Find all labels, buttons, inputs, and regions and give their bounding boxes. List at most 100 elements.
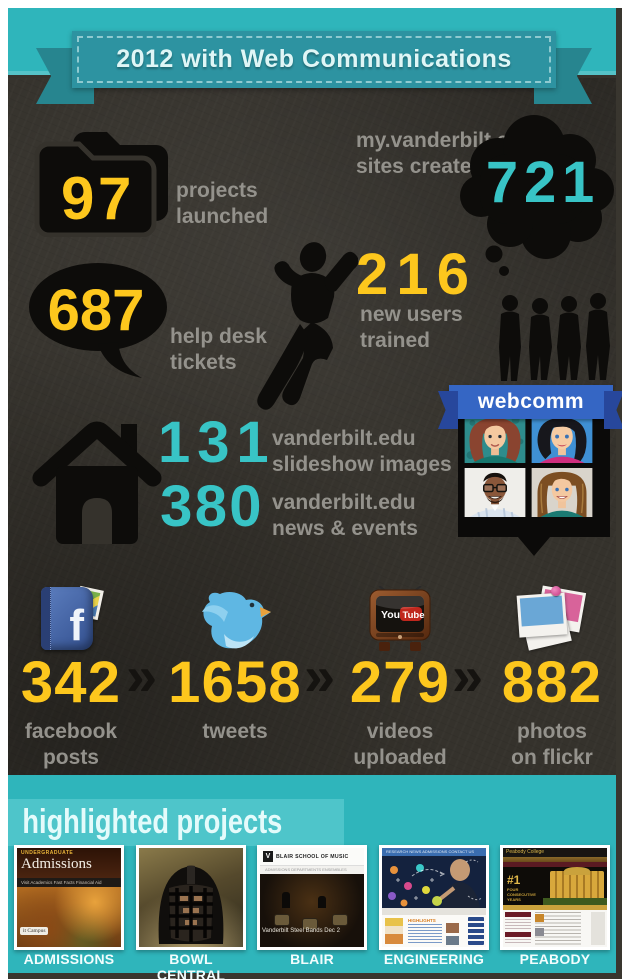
peabody-content [503,910,607,947]
admissions-site-title: Admissions [21,856,92,872]
steel-drum [302,918,318,930]
project-thumb-bowl-central [136,845,246,950]
stat-twitter-value: 1658 [168,650,302,715]
people-group-icon [499,293,610,381]
stat-helpdesk-value: 687 [47,278,145,343]
engineering-nav: RESEARCH NEWS ADMISSIONS CONTACT US [382,848,486,856]
flickr-polaroids-icon [515,585,589,652]
speech-bubble-icon [29,263,167,378]
admissions-kicker: UNDERGRADUATE [21,850,74,856]
peabody-news-photo [535,914,544,922]
infographic-canvas: 2012 with Web Communications 97 projects… [8,8,622,979]
peabody-right-column [591,912,605,945]
engineering-site-screenshot: RESEARCH NEWS ADMISSIONS CONTACT US [382,848,486,947]
steel-drum [332,914,348,926]
project-caption-peabody: PEABODY [519,951,591,967]
avatar-man-glasses [464,468,526,517]
peabody-nav-gold [503,857,607,862]
peabody-rank-text: FOUR CONSECUTIVE YEARS [507,887,536,902]
engineering-content: HIGHLIGHTS [382,915,486,947]
engineering-highlights-heading: HIGHLIGHTS [408,918,436,923]
stat-youtube-label: videos uploaded [353,720,447,769]
stat-training-label: new users trained [360,303,463,352]
admissions-site-screenshot: UNDERGRADUATE Admissions Visit Academics… [17,848,121,947]
project-thumb-admissions: UNDERGRADUATE Admissions Visit Academics… [14,845,124,950]
peabody-masthead: Peabody College [503,848,607,857]
peabody-sidebar [505,912,531,945]
jumping-person-icon [257,242,358,410]
social-flickr-stat: 882 photos on flickr [477,576,622,770]
engineering-text-lines [408,924,442,944]
blair-nav: ADMISSIONS DEPARTMENTS ENSEMBLES [260,865,364,874]
blair-photo-caption: Vanderbilt Steel Bands Dec 2 [262,928,340,934]
chevron-separator: » [452,644,483,707]
facebook-f-letter: f [69,601,84,650]
bowl-central-screenshot [139,848,243,947]
vanderbilt-v-logo: V [263,851,273,862]
social-youtube-stat: You Tube 279 videos uploaded [325,576,475,770]
project-caption-admissions: ADMISSIONS [23,951,115,967]
peabody-site-screenshot: Peabody College #1 FOUR CONSECUTIVE YEAR… [503,848,607,947]
stat-youtube-value: 279 [349,650,451,715]
engineering-hero-photo [382,856,486,908]
stats-section: 97 projects launched my.vanderbilt.edu sit… [8,78,616,775]
peabody-hero: #1 FOUR CONSECUTIVE YEARS [503,867,607,910]
chevron-separator: » [126,644,157,707]
blair-site-screenshot: V BLAIR SCHOOL OF MUSIC ADMISSIONS DEPAR… [260,848,364,947]
svg-text:Tube: Tube [403,610,425,621]
stat-twitter-label: tweets [202,720,268,743]
footer-title: highlighted projects [22,803,283,841]
engineering-news-photo [446,936,459,945]
peabody-caption-strip [503,905,607,910]
project-caption-bowl-central: BOWL CENTRAL [156,951,226,979]
performer-silhouette [282,892,290,908]
stat-training-value: 216 [356,242,478,307]
chevron-separator: » [304,644,335,707]
stat-facebook-value: 342 [20,650,122,715]
engineering-news-photo [446,923,459,933]
stat-slideshow-value: 131 [158,410,276,475]
blair-stage-photo: Vanderbilt Steel Bands Dec 2 [260,874,364,947]
peabody-news-photo [535,928,544,936]
social-facebook-stat: f 342 facebook posts [0,576,146,770]
project-thumb-engineering: RESEARCH NEWS ADMISSIONS CONTACT US [379,845,489,950]
engineering-side-buttons [468,917,484,945]
stat-projects-value: 97 [61,165,135,232]
engineering-promo-blocks [385,918,403,944]
football-player-photo [158,865,224,944]
title-ribbon: 2012 with Web Communications [72,31,556,88]
steel-drum [274,914,290,926]
pushpin-icon [551,586,561,596]
footer-title-band: highlighted projects [8,799,344,846]
admissions-campus-photo: it Campus [17,887,121,947]
team-photo-card [458,408,610,537]
avatar-woman-brown-hair [531,468,593,517]
avatar-woman-auburn [464,414,526,463]
webcomm-label: webcomm [477,390,585,413]
stat-projects-label: projects launched [176,179,269,228]
stat-flickr-label: photos on flickr [511,720,593,769]
stat-news-label: vanderbilt.edu news & events [272,491,418,540]
thought-bubble-icon [460,115,614,276]
admissions-masthead: UNDERGRADUATE Admissions [17,848,121,878]
folder-icon [34,132,168,237]
webcomm-banner: webcomm [449,385,613,419]
stat-slideshow-label: vanderbilt.edu slideshow images [272,427,452,476]
stat-helpdesk-label: help desk tickets [170,325,267,374]
peabody-nav-maroon [503,862,607,867]
stat-facebook-label: facebook posts [24,720,118,769]
engineering-subnav [382,908,486,915]
header-band: 2012 with Web Communications [8,8,616,104]
admissions-nav: Visit Academics Fast Facts Financial Aid [17,878,121,887]
peabody-rank-badge: #1 [507,873,521,887]
stat-flickr-value: 882 [501,650,603,715]
project-caption-blair: BLAIR [290,951,334,967]
peabody-lawn [543,898,607,905]
polaroid-front [516,592,568,638]
blair-masthead: V BLAIR SCHOOL OF MUSIC [260,848,364,865]
highlighted-projects-section: highlighted projects UNDERGRADUATE Admis… [8,775,616,979]
social-twitter-stat: 1658 tweets [160,576,310,745]
youtube-tv-icon: You Tube [369,586,431,651]
project-thumb-peabody: Peabody College #1 FOUR CONSECUTIVE YEAR… [500,845,610,950]
